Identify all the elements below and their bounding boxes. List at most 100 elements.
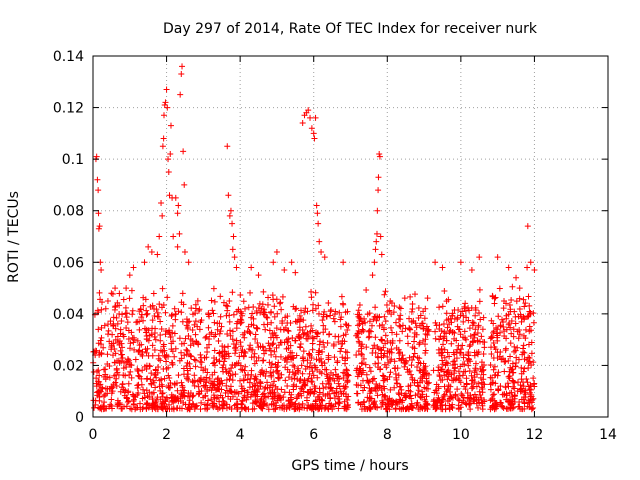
data-point — [440, 321, 447, 328]
data-point — [211, 347, 218, 354]
data-point — [133, 404, 140, 411]
data-point — [223, 351, 230, 358]
data-point — [518, 396, 525, 403]
data-point — [217, 392, 224, 399]
data-point — [526, 302, 533, 309]
data-point — [492, 294, 499, 301]
data-point — [528, 386, 535, 393]
data-point — [162, 398, 169, 405]
data-point — [255, 304, 262, 311]
data-point — [355, 369, 362, 376]
data-point — [93, 153, 100, 160]
data-point — [158, 199, 165, 206]
data-point — [144, 345, 151, 352]
data-point — [162, 353, 169, 360]
data-point — [113, 383, 120, 390]
data-point — [269, 360, 276, 367]
data-point — [406, 315, 413, 322]
data-point — [164, 294, 171, 301]
data-point — [208, 297, 215, 304]
data-point — [467, 406, 474, 413]
data-point — [316, 341, 323, 348]
data-point — [299, 400, 306, 407]
data-point — [143, 376, 150, 383]
data-point — [222, 390, 229, 397]
data-point — [441, 393, 448, 400]
data-point — [441, 383, 448, 390]
data-point — [455, 326, 462, 333]
data-point — [382, 332, 389, 339]
data-point — [136, 347, 143, 354]
data-point — [393, 345, 400, 352]
y-tick-label: 0.04 — [53, 307, 84, 323]
data-point — [104, 321, 111, 328]
data-point — [309, 346, 316, 353]
data-point — [359, 351, 366, 358]
data-point — [367, 405, 374, 412]
data-point — [305, 375, 312, 382]
data-point — [251, 353, 258, 360]
data-point — [448, 319, 455, 326]
data-point — [229, 246, 236, 253]
data-point — [126, 295, 133, 302]
data-point — [500, 305, 507, 312]
data-point — [152, 384, 159, 391]
data-point — [236, 353, 243, 360]
data-point — [234, 400, 241, 407]
data-point — [151, 379, 158, 386]
x-tick-label: 0 — [89, 427, 98, 443]
data-point — [196, 377, 203, 384]
data-point — [379, 372, 386, 379]
data-point — [180, 389, 187, 396]
data-point — [163, 86, 170, 93]
data-point — [292, 406, 299, 413]
data-point — [138, 381, 145, 388]
data-point — [153, 397, 160, 404]
data-point — [527, 259, 534, 266]
data-point — [157, 337, 164, 344]
data-point — [475, 404, 482, 411]
data-point — [216, 381, 223, 387]
y-tick-label: 0 — [75, 410, 84, 426]
data-point — [123, 403, 130, 410]
data-point — [272, 361, 279, 368]
data-point — [276, 374, 283, 381]
data-point — [143, 401, 150, 408]
data-point — [232, 350, 239, 357]
data-point — [353, 381, 360, 388]
data-point — [159, 393, 166, 400]
data-point — [411, 377, 418, 384]
data-point — [342, 355, 349, 362]
data-point — [451, 367, 458, 374]
data-point — [204, 349, 211, 356]
data-point — [323, 366, 330, 373]
y-tick-label: 0.08 — [53, 204, 84, 220]
data-point — [318, 402, 325, 409]
data-point — [530, 319, 537, 326]
data-point — [494, 326, 501, 333]
data-point — [149, 317, 156, 324]
data-point — [320, 339, 327, 346]
data-point — [118, 351, 125, 358]
data-point — [365, 379, 372, 386]
data-point — [443, 371, 450, 378]
data-point — [97, 381, 104, 388]
data-point — [374, 383, 381, 390]
data-point — [384, 353, 391, 360]
data-point — [217, 293, 224, 300]
data-point — [196, 326, 203, 333]
data-point — [365, 328, 372, 335]
data-point — [308, 125, 315, 132]
data-point — [156, 377, 163, 384]
data-point — [190, 379, 197, 386]
data-point — [435, 346, 442, 353]
data-point — [372, 334, 379, 341]
data-point — [530, 405, 537, 412]
data-point — [522, 300, 529, 307]
data-point — [285, 374, 292, 381]
data-point — [206, 331, 213, 338]
data-point — [269, 341, 276, 348]
data-point — [391, 303, 398, 310]
data-point — [192, 331, 199, 338]
data-point — [374, 207, 381, 214]
